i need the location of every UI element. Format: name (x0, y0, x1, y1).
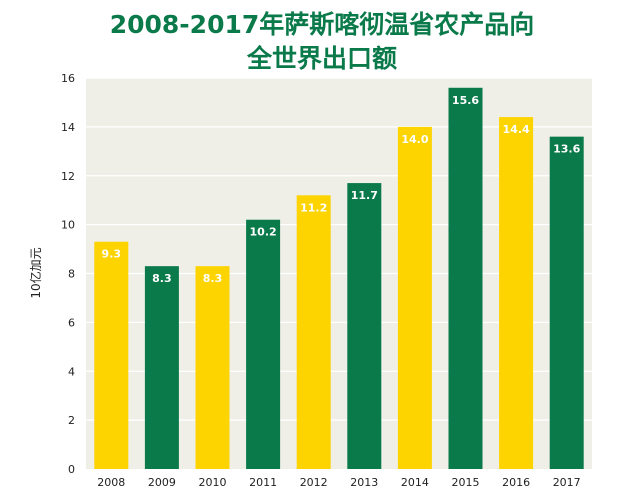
x-tick-label-2013: 2013 (350, 476, 378, 489)
value-label-2015: 15.6 (452, 94, 479, 107)
chart-title-line-1: 2008-2017年萨斯喀彻温省农产品向 (109, 10, 535, 39)
bar-2011 (246, 219, 281, 469)
value-label-2016: 14.4 (503, 123, 530, 136)
x-tick-label-2014: 2014 (401, 476, 429, 489)
bar-2009 (144, 266, 179, 469)
bar-2010 (195, 266, 230, 469)
bar-2017 (549, 136, 584, 469)
y-tick-label: 12 (61, 170, 75, 183)
value-label-2013: 11.7 (351, 189, 378, 202)
x-tick-label-2017: 2017 (553, 476, 581, 489)
value-label-2012: 11.2 (300, 201, 327, 214)
x-tick-label-2010: 2010 (199, 476, 227, 489)
x-tick-label-2012: 2012 (300, 476, 328, 489)
x-tick-label-2011: 2011 (249, 476, 277, 489)
bar-2015 (448, 87, 483, 470)
value-label-2011: 10.2 (250, 226, 277, 239)
bar-2013 (347, 183, 382, 470)
x-tick-label-2015: 2015 (452, 476, 480, 489)
value-label-2010: 8.3 (203, 272, 223, 285)
y-tick-label: 14 (61, 121, 75, 134)
y-tick-label: 10 (61, 219, 75, 232)
y-tick-label: 2 (68, 414, 75, 427)
bar-2016 (499, 117, 534, 469)
x-tick-label-2009: 2009 (148, 476, 176, 489)
chart-title: 2008-2017年萨斯喀彻温省农产品向 全世界出口额 (0, 8, 644, 76)
x-tick-label-2016: 2016 (502, 476, 530, 489)
value-label-2008: 9.3 (102, 248, 122, 261)
y-axis-ticks: 0 2 4 6 8 10 12 14 16 (61, 72, 75, 476)
y-axis-label: 10亿加元 (28, 247, 43, 298)
y-tick-label: 16 (61, 72, 75, 85)
y-tick-label: 0 (68, 463, 75, 476)
value-label-2017: 13.6 (553, 143, 580, 156)
y-tick-label: 8 (68, 268, 75, 281)
x-tick-label-2008: 2008 (97, 476, 125, 489)
bar-2008 (94, 241, 129, 469)
bar-2014 (397, 126, 432, 469)
bars: 9.3 8.3 8.3 10.2 11.2 11.7 14.0 15.6 14.4 13.6 (94, 87, 584, 470)
y-tick-label: 6 (68, 316, 75, 329)
chart-title-line-2: 全世界出口额 (246, 44, 397, 73)
y-tick-label: 4 (68, 365, 75, 378)
bar-2012 (296, 195, 331, 470)
value-label-2014: 14.0 (401, 133, 428, 146)
x-axis-ticks: 2008 2009 2010 2011 2012 2013 2014 2015 2016 2017 (97, 476, 580, 489)
value-label-2009: 8.3 (152, 272, 172, 285)
